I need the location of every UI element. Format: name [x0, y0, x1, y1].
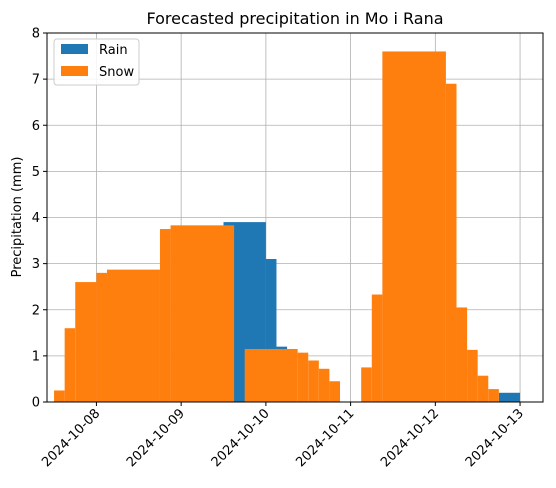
snow-bar [107, 269, 160, 402]
rain-bar [498, 392, 521, 402]
legend-swatch-snow [61, 66, 88, 76]
y-tick-label: 7 [32, 73, 40, 88]
legend: Rain Snow [53, 38, 140, 86]
snow-bar [445, 83, 457, 403]
snow-bar [488, 389, 499, 402]
snow-bar [308, 360, 319, 402]
snow-bar [297, 352, 309, 402]
y-axis: 0 1 2 3 4 5 6 7 8 [32, 27, 47, 411]
snow-bar [64, 328, 76, 402]
y-tick-label: 8 [32, 27, 40, 42]
y-tick-label: 3 [32, 257, 40, 272]
chart-title: Forecasted precipitation in Mo i Rana [146, 9, 443, 28]
snow-bar [159, 229, 171, 402]
rain-bar [265, 259, 277, 402]
legend-label-rain: Rain [99, 43, 128, 58]
snow-bar [96, 272, 108, 402]
y-tick-label: 5 [32, 165, 40, 180]
x-tick-label: 2024-10-11 [293, 406, 357, 470]
snow-bar [244, 348, 298, 402]
y-tick-label: 4 [32, 211, 40, 226]
x-axis: 2024-10-08 2024-10-09 2024-10-10 2024-10-11… [39, 402, 527, 470]
y-tick-label: 1 [32, 349, 40, 364]
snow-bar [361, 367, 372, 402]
legend-label-snow: Snow [99, 65, 134, 80]
snow-bar [477, 375, 489, 402]
x-tick-label: 2024-10-13 [463, 406, 527, 470]
snow-bar [318, 368, 330, 402]
snow-bar [382, 51, 446, 402]
x-tick-label: 2024-10-09 [124, 406, 188, 470]
x-tick-label: 2024-10-10 [209, 406, 273, 470]
snow-bar [54, 390, 65, 402]
x-tick-label: 2024-10-08 [39, 406, 103, 470]
legend-swatch-rain [61, 44, 88, 54]
y-tick-label: 6 [32, 119, 40, 134]
x-tick-label: 2024-10-12 [378, 406, 442, 470]
y-tick-label: 0 [32, 396, 40, 411]
snow-bar [371, 294, 383, 402]
y-axis-label: Precipitation (mm) [10, 157, 25, 278]
snow-bar [75, 282, 97, 402]
y-tick-label: 2 [32, 303, 40, 318]
snow-bar [329, 381, 341, 402]
snow-bar [456, 307, 468, 402]
snow-bar [170, 225, 235, 402]
snow-bar [467, 349, 478, 402]
bars [54, 51, 521, 403]
